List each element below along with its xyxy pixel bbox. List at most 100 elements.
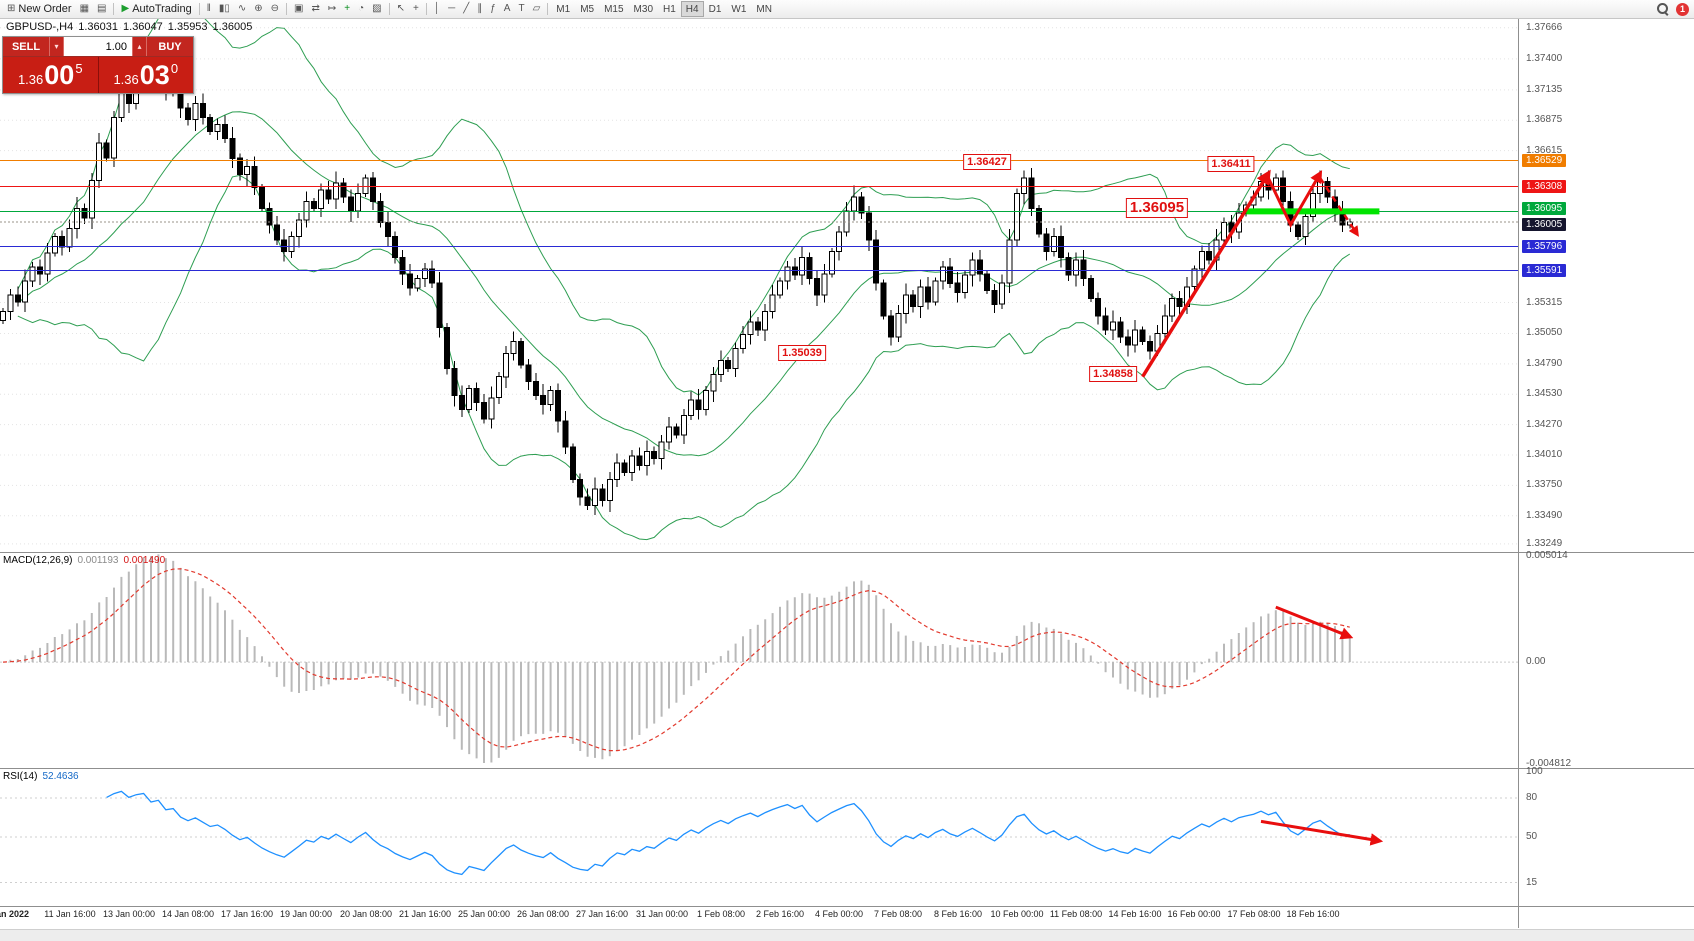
toolbar-right: 1: [1657, 2, 1694, 16]
auto-scroll-button[interactable]: ⇄: [308, 1, 324, 17]
profiles-button[interactable]: ▤: [93, 1, 110, 17]
price-annotation[interactable]: 1.36411: [1207, 156, 1255, 172]
cursor-button[interactable]: ↖: [393, 1, 409, 17]
price-annotation[interactable]: 1.36427: [963, 154, 1011, 170]
price-line-label: 1.35796: [1522, 240, 1567, 253]
price-annotation[interactable]: 1.34858: [1089, 366, 1137, 382]
text-button[interactable]: A: [500, 1, 515, 17]
price-axis-label: 1.37400: [1526, 53, 1563, 64]
line-chart-button[interactable]: ∿: [234, 1, 250, 17]
toolbar-separator: [286, 3, 288, 15]
zoom-out-button[interactable]: ⊖: [267, 1, 283, 17]
timeframe-d1-button[interactable]: D1: [704, 1, 727, 17]
sell-dropdown-icon[interactable]: ▾: [49, 37, 64, 56]
shapes-icon: ▱: [532, 3, 541, 14]
notification-badge[interactable]: 1: [1676, 2, 1689, 16]
timeframe-m1-button[interactable]: M1: [551, 1, 575, 17]
symbol-label: GBPUSD-,H4: [6, 21, 74, 33]
price-axis-label: 1.34530: [1526, 388, 1563, 399]
tile-windows-button[interactable]: ▣: [290, 1, 307, 17]
toolbar-separator: [425, 3, 427, 15]
chart-shift-icon: ↦: [327, 3, 337, 14]
price-axis[interactable]: 1.37666 1.37400 1.37135 1.36875 1.36615 1.353…: [1519, 0, 1694, 941]
high-value: 1.36047: [123, 21, 163, 33]
toolbar-buttons: ⊞ New Order ▦ ▤ ▶ AutoTrading ‖ ▮▯ ∿ ⊕ ⊖ ▣ ⇄ ↦ + ◔ ▨ ↖ + │ ─…: [0, 0, 777, 18]
channel-icon: ∥: [477, 3, 483, 14]
candles-chart-icon: ▮▯: [218, 3, 230, 14]
auto-scroll-icon: ⇄: [311, 3, 320, 14]
bars-chart-icon: ‖: [206, 3, 211, 14]
volume-up-icon[interactable]: ▴: [132, 37, 147, 56]
trendline-button[interactable]: ╱: [459, 1, 473, 17]
toolbar: ⊞ New Order ▦ ▤ ▶ AutoTrading ‖ ▮▯ ∿ ⊕ ⊖ ▣ ⇄ ↦ + ◔ ▨ ↖ + │ ─…: [0, 0, 1694, 19]
time-axis-divider: [0, 906, 1694, 907]
bars-chart-button[interactable]: ‖: [203, 1, 215, 17]
timeframe-h4-button[interactable]: H4: [680, 1, 704, 17]
zoom-in-icon: ⊕: [254, 3, 263, 14]
new-order-icon: ⊞: [7, 3, 16, 14]
candles-chart-button[interactable]: ▮▯: [215, 1, 234, 17]
price-line-label: 1.35591: [1522, 264, 1567, 277]
zoom-in-button[interactable]: ⊕: [250, 1, 266, 17]
price-annotation[interactable]: 1.36095: [1125, 198, 1189, 218]
charts-window-button[interactable]: ▦: [76, 1, 93, 17]
timeframe-h1-button[interactable]: H1: [658, 1, 681, 17]
volume-input[interactable]: [64, 37, 132, 56]
rsi-value: 52.4636: [42, 771, 79, 782]
macd-main-value: 0.001193: [77, 555, 119, 566]
search-icon[interactable]: [1657, 2, 1670, 16]
price-axis-label: 1.35315: [1526, 297, 1563, 308]
toolbar-separator: [388, 3, 390, 15]
close-value: 1.36005: [212, 21, 253, 33]
macd-indicator-label: MACD(12,26,9) 0.001193 0.001490: [3, 555, 166, 566]
price-axis-label: 1.37135: [1526, 84, 1563, 95]
timeframe-m15-button[interactable]: M15: [599, 1, 628, 17]
timeframe-m30-button[interactable]: M30: [629, 1, 658, 17]
templates-button[interactable]: ▨: [368, 1, 385, 17]
rsi-panel-divider[interactable]: [0, 768, 1694, 769]
tile-windows-icon: ▣: [294, 3, 304, 14]
sell-button[interactable]: SELL: [3, 37, 49, 56]
macd-scale-label: 0.005014: [1526, 550, 1568, 561]
price-axis-label: 1.36615: [1526, 145, 1563, 156]
autotrading-icon: ▶: [121, 3, 130, 14]
price-annotation[interactable]: 1.35039: [778, 345, 826, 361]
price-axis-label: 1.37666: [1526, 22, 1563, 33]
horizontal-line-button[interactable]: ─: [444, 1, 459, 17]
trendline-icon: ╱: [463, 3, 470, 14]
macd-panel-divider[interactable]: [0, 552, 1694, 553]
price-line-label: 1.36308: [1522, 180, 1567, 193]
macd-scale-label: 0.00: [1526, 656, 1546, 667]
crosshair-icon: +: [413, 3, 419, 14]
templates-icon: ▨: [372, 3, 382, 14]
buy-price-display[interactable]: 1.36 03 0: [98, 57, 193, 93]
vertical-line-button[interactable]: │: [430, 1, 444, 17]
horizontal-line-icon: ─: [448, 3, 456, 14]
buy-button[interactable]: BUY: [147, 37, 193, 56]
timeframe-m5-button[interactable]: M5: [575, 1, 599, 17]
rsi-scale-label: 80: [1526, 792, 1538, 803]
rsi-indicator-label: RSI(14) 52.4636: [3, 771, 79, 782]
bottom-strip: [0, 929, 1694, 941]
price-axis-label: 1.33249: [1526, 538, 1563, 549]
price-axis-label: 1.34790: [1526, 358, 1563, 369]
chart-shift-button[interactable]: ↦: [324, 1, 340, 17]
new-order-button[interactable]: ⊞ New Order: [3, 1, 76, 17]
price-axis-label: 1.33490: [1526, 510, 1563, 521]
timeframe-mn-button[interactable]: MN: [751, 1, 777, 17]
rsi-scale-label: 100: [1526, 766, 1543, 777]
indicators-button[interactable]: +: [340, 1, 354, 17]
profiles-icon: ▤: [97, 3, 107, 14]
macd-signal-value: 0.001490: [123, 555, 166, 566]
fibonacci-button[interactable]: ƒ: [486, 1, 500, 17]
autotrading-button[interactable]: ▶ AutoTrading: [117, 1, 195, 17]
crosshair-button[interactable]: +: [409, 1, 423, 17]
shapes-button[interactable]: ▱: [529, 1, 545, 17]
label-button[interactable]: T: [514, 1, 528, 17]
charts-window-icon: ▦: [79, 3, 90, 14]
sell-price-display[interactable]: 1.36 00 5: [3, 57, 99, 93]
channel-button[interactable]: ∥: [473, 1, 486, 17]
timeframe-w1-button[interactable]: W1: [726, 1, 751, 17]
periods-button[interactable]: ◔: [354, 1, 368, 17]
